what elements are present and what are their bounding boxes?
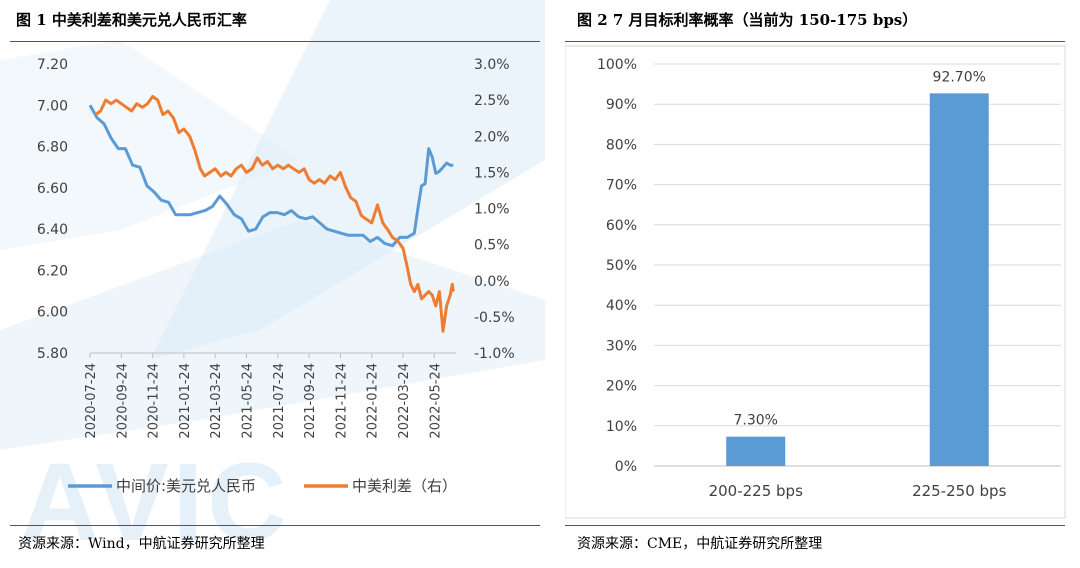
x-tick-label: 2021-05-24 <box>241 363 256 439</box>
svg-text:AVIC: AVIC <box>20 441 291 564</box>
y-tick-label: 40% <box>606 298 637 314</box>
us-china-spread-line <box>94 95 455 333</box>
right-y-tick-label: 1.5% <box>474 165 510 181</box>
right-y-tick-label: 0.5% <box>474 238 510 254</box>
x-category-label: 200-225 bps <box>709 482 803 500</box>
x-category-label: 225-250 bps <box>912 482 1006 500</box>
x-tick-label: 2021-03-24 <box>209 363 224 439</box>
rate-probability-bar-chart: 100% 90% 80% 70% 60% 50% 40% 30% 20% 10% 0% 7.30% 20… <box>565 45 1066 519</box>
right-source-rule <box>565 525 1065 526</box>
y-tick-label: 100% <box>597 57 637 73</box>
left-title-rule <box>10 41 540 42</box>
y-tick-label: 0% <box>615 459 637 475</box>
x-tick-label: 2021-11-24 <box>334 363 349 439</box>
x-tick-label: 2021-09-24 <box>303 363 318 439</box>
y-tick-label: 50% <box>606 258 637 274</box>
bar-data-label: 7.30% <box>734 413 778 429</box>
y-tick-label: 10% <box>606 419 637 435</box>
legend-label: 中间价:美元兑人民币 <box>116 477 256 495</box>
x-tick-label: 2020-09-24 <box>115 363 130 439</box>
x-tick-label: 2022-05-24 <box>428 363 443 439</box>
fx-spread-line-chart: 7.20 7.00 6.80 6.60 6.40 6.20 6.00 5.80 3.0% 2.5%… <box>37 57 515 495</box>
y-tick-label: 20% <box>606 379 637 395</box>
right-y-tick-label: -1.0% <box>474 346 515 362</box>
x-tick-label: 2020-11-24 <box>147 363 162 439</box>
x-tick-label: 2022-03-24 <box>397 363 412 439</box>
left-y-tick-label: 6.20 <box>37 263 68 279</box>
bar-data-label: 92.70% <box>933 69 986 85</box>
right-y-tick-label: -0.5% <box>474 310 515 326</box>
right-y-tick-label: 2.0% <box>474 129 510 145</box>
y-tick-label: 80% <box>606 137 637 153</box>
avic-watermark-graphic: AVIC <box>0 0 545 564</box>
legend-label: 中美利差（右） <box>352 477 457 495</box>
right-figure-title: 图 2 7 月目标利率概率（当前为 150-175 bps） <box>577 11 918 29</box>
right-figure-panel: 图 2 7 月目标利率概率（当前为 150-175 bps） 100% 90% 80… <box>565 0 1080 568</box>
x-tick-label: 2021-01-24 <box>178 363 193 439</box>
y-tick-label: 60% <box>606 218 637 234</box>
left-figure-panel: AVIC 图 1 中美利差和美元兑人民币汇率 7.20 7.00 6.80 6.60 6… <box>0 0 545 564</box>
left-source-note: 资源来源：Wind，中航证券研究所整理 <box>18 536 265 552</box>
bar <box>726 436 786 466</box>
right-y-tick-label: 2.5% <box>474 93 510 109</box>
y-tick-label: 70% <box>606 178 637 194</box>
chart-frame <box>565 45 1066 519</box>
left-y-tick-label: 7.20 <box>37 57 68 73</box>
right-y-tick-label: 0.0% <box>474 274 510 290</box>
usd-cny-rate-line <box>88 104 454 248</box>
left-source-rule <box>10 525 540 526</box>
left-y-tick-label: 6.60 <box>37 181 68 197</box>
left-y-tick-label: 6.80 <box>37 140 68 156</box>
x-tick-label: 2020-07-24 <box>84 363 99 439</box>
left-y-tick-label: 6.00 <box>37 305 68 321</box>
left-figure-title: 图 1 中美利差和美元兑人民币汇率 <box>16 11 247 29</box>
y-tick-label: 90% <box>606 97 637 113</box>
left-y-tick-label: 6.40 <box>37 222 68 238</box>
x-tick-label: 2022-01-24 <box>366 363 381 439</box>
right-source-note: 资源来源：CME，中航证券研究所整理 <box>577 536 823 552</box>
left-y-tick-label: 5.80 <box>37 346 68 362</box>
right-y-tick-label: 3.0% <box>474 57 510 73</box>
right-title-rule <box>565 41 1065 42</box>
x-tick-label: 2021-07-24 <box>272 363 287 439</box>
y-tick-label: 30% <box>606 338 637 354</box>
left-y-tick-label: 7.00 <box>37 98 68 114</box>
bar <box>929 93 989 466</box>
right-y-tick-label: 1.0% <box>474 202 510 218</box>
